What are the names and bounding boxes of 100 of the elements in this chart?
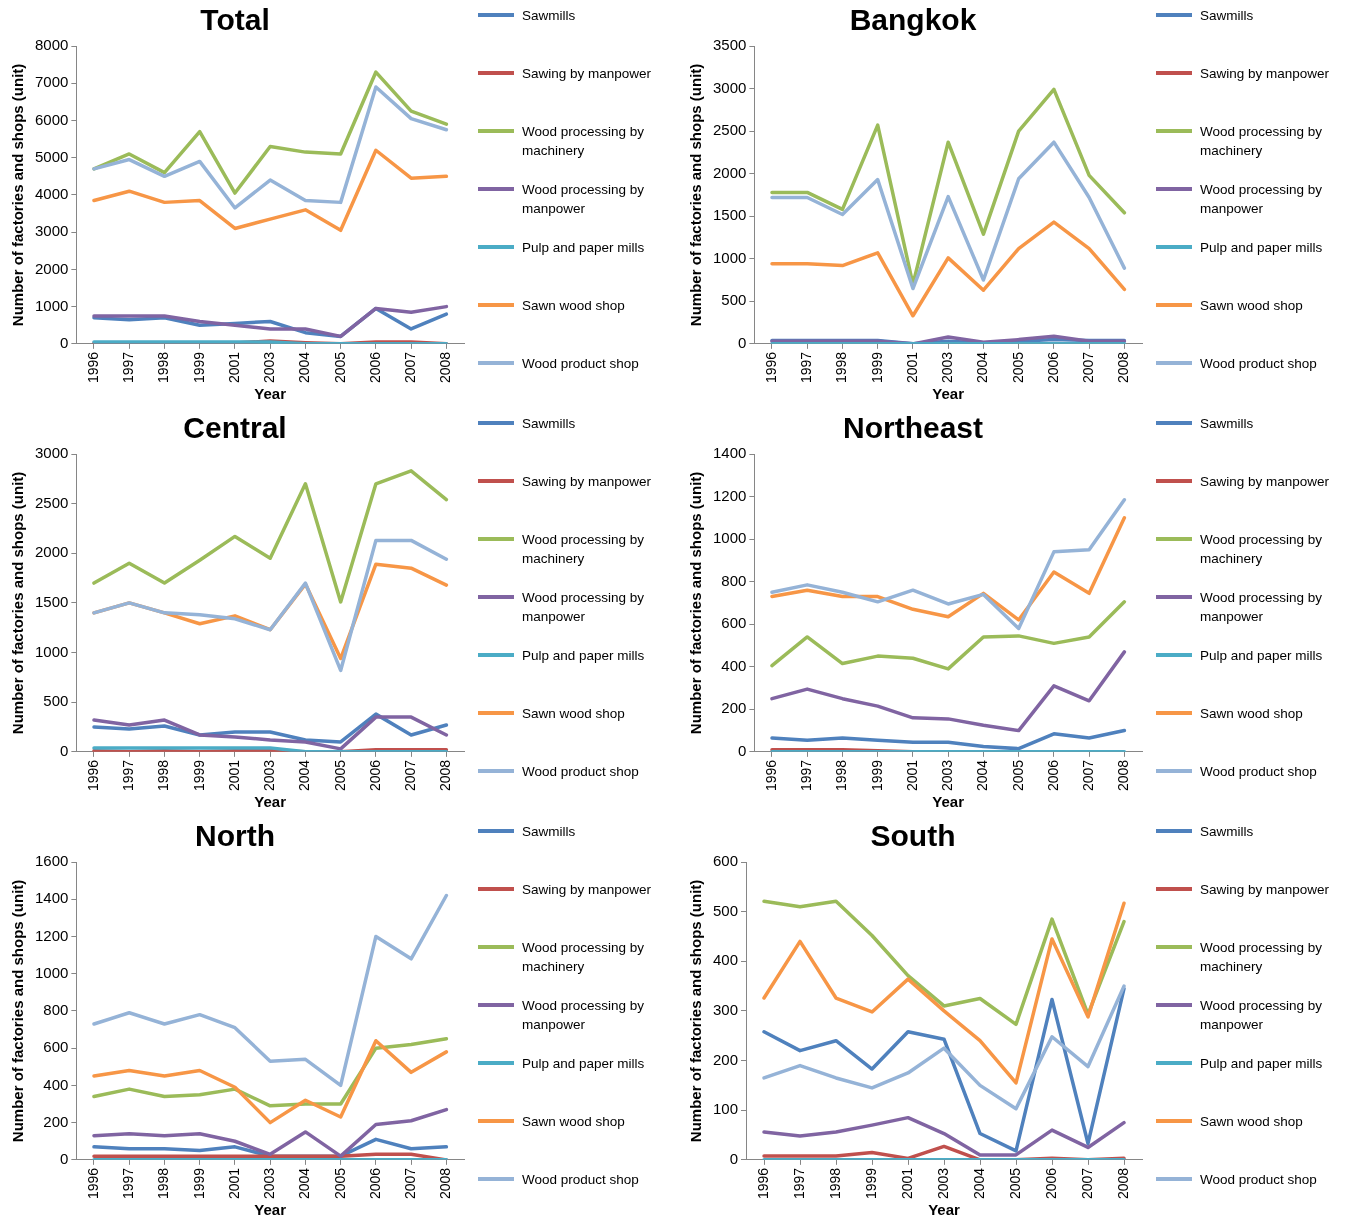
x-tick-label: 1997 <box>798 759 815 792</box>
x-tick-label: 2003 <box>934 1167 951 1200</box>
legend-label: Sawmills <box>522 7 577 25</box>
x-tick-label: 1999 <box>868 351 885 384</box>
x-tick-label: 1998 <box>155 1167 172 1200</box>
legend-label: Sawing by manpower <box>522 473 653 491</box>
x-tick-label: 2003 <box>261 351 278 384</box>
legend-label: Sawing by manpower <box>1200 65 1331 83</box>
x-tick-label: 2008 <box>1115 351 1132 384</box>
x-tick-label: 2005 <box>331 351 348 384</box>
y-tick-label: 1200 <box>712 486 747 504</box>
legend-label: Wood processing by machinery <box>1200 939 1324 976</box>
x-tick-label: 2005 <box>331 1167 348 1200</box>
y-tick-label: 600 <box>721 614 747 632</box>
x-tick-label: 1999 <box>190 1167 207 1200</box>
y-tick-label: 1400 <box>712 444 747 462</box>
y-tick-label: 1000 <box>34 642 69 660</box>
x-tick-label: 1999 <box>868 759 885 792</box>
chart-title: Total <box>200 3 270 37</box>
y-tick-label: 1500 <box>34 593 69 611</box>
x-tick-label: 2008 <box>437 1167 454 1200</box>
chart-title: North <box>195 819 275 853</box>
y-tick-label: 3000 <box>34 222 69 240</box>
y-axis-title: Number of factories and shops (unit) <box>9 471 27 735</box>
legend-label: Wood processing by machinery <box>522 123 646 160</box>
y-tick-label: 1000 <box>34 963 69 981</box>
legend-label: Sawmills <box>1200 7 1255 25</box>
x-tick-label: 2008 <box>1114 1167 1131 1200</box>
y-tick-label: 0 <box>738 334 747 351</box>
legend-label: Sawn wood shop <box>522 297 626 315</box>
y-tick-label: 0 <box>60 742 69 759</box>
legend-label: Pulp and paper mills <box>1200 647 1324 665</box>
x-tick-label: 1997 <box>120 351 137 384</box>
y-tick-label: 3000 <box>712 78 747 96</box>
legend-label: Wood product shop <box>522 763 640 781</box>
x-tick-label: 2004 <box>296 759 313 792</box>
legend-label: Sawmills <box>1200 823 1255 841</box>
y-tick-label: 600 <box>43 1038 69 1056</box>
x-tick-label: 2008 <box>1115 759 1132 792</box>
legend-label: Wood processing by manpower <box>1200 589 1324 626</box>
legend-label: Pulp and paper mills <box>522 647 646 665</box>
x-tick-label: 2001 <box>225 759 242 792</box>
x-tick-label: 1997 <box>798 351 815 384</box>
y-tick-label: 800 <box>43 1001 69 1019</box>
x-tick-label: 2004 <box>296 351 313 384</box>
x-tick-label: 1999 <box>190 351 207 384</box>
legend-label: Wood processing by manpower <box>522 181 646 218</box>
legend-label: Sawn wood shop <box>1200 1113 1304 1131</box>
x-tick-label: 2003 <box>261 1167 278 1200</box>
y-axis-title: Number of factories and shops (unit) <box>687 879 705 1143</box>
y-tick-label: 1000 <box>34 296 69 314</box>
x-tick-label: 2006 <box>1042 1167 1059 1200</box>
x-tick-label: 1998 <box>833 351 850 384</box>
x-tick-label: 1998 <box>826 1167 843 1200</box>
x-axis-title: Year <box>254 793 287 811</box>
legend-label: Sawing by manpower <box>522 881 653 899</box>
y-tick-label: 2000 <box>34 543 69 561</box>
legend-label: Wood processing by machinery <box>522 939 646 976</box>
y-tick-label: 500 <box>43 692 69 710</box>
legend-label: Wood processing by machinery <box>1200 123 1324 160</box>
x-tick-label: 2001 <box>225 1167 242 1200</box>
legend-label: Wood product shop <box>1200 763 1318 781</box>
y-tick-label: 1000 <box>712 248 747 266</box>
y-tick-label: 3500 <box>712 36 747 54</box>
y-tick-label: 300 <box>713 1001 739 1019</box>
legend-label: Wood product shop <box>1200 355 1318 373</box>
x-tick-label: 2006 <box>366 351 383 384</box>
y-tick-label: 0 <box>729 1150 739 1167</box>
x-tick-label: 2006 <box>366 1167 383 1200</box>
y-tick-label: 1200 <box>34 926 69 944</box>
x-tick-label: 2008 <box>437 759 454 792</box>
x-tick-label: 2006 <box>1044 351 1061 384</box>
x-axis-title: Year <box>932 793 965 811</box>
y-tick-label: 2000 <box>712 163 747 181</box>
x-tick-label: 2003 <box>261 759 278 792</box>
x-tick-label: 1996 <box>84 351 101 384</box>
x-tick-label: 2001 <box>903 759 920 792</box>
x-tick-label: 2006 <box>366 759 383 792</box>
x-tick-label: 2007 <box>402 759 418 792</box>
y-tick-label: 1600 <box>34 852 69 870</box>
y-tick-label: 2500 <box>712 121 747 139</box>
x-axis-title: Year <box>932 385 965 403</box>
x-tick-label: 1996 <box>762 759 779 792</box>
x-tick-label: 2003 <box>939 759 956 792</box>
y-tick-label: 400 <box>43 1075 69 1093</box>
legend-label: Wood processing by machinery <box>522 531 646 568</box>
chart-title: Northeast <box>842 411 984 445</box>
y-tick-label: 500 <box>713 901 739 919</box>
x-tick-label: 2007 <box>1080 759 1096 792</box>
x-tick-label: 1998 <box>833 759 850 792</box>
y-tick-label: 1000 <box>712 529 747 547</box>
x-tick-label: 1996 <box>84 759 101 792</box>
legend-label: Sawing by manpower <box>1200 473 1331 491</box>
y-tick-label: 200 <box>721 699 747 717</box>
legend-label: Wood product shop <box>522 355 640 373</box>
y-tick-label: 3000 <box>34 444 69 462</box>
x-tick-label: 2008 <box>437 351 454 384</box>
x-tick-label: 2004 <box>970 1167 987 1200</box>
legend-label: Pulp and paper mills <box>1200 1055 1324 1073</box>
x-tick-label: 1998 <box>155 351 172 384</box>
